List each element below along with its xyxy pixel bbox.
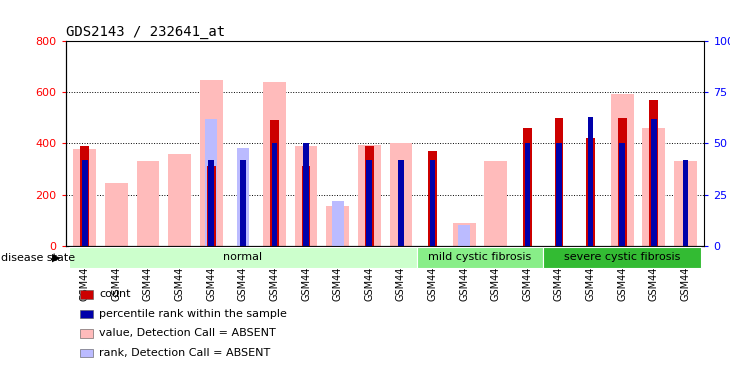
Bar [207,166,215,246]
Bar [390,144,412,246]
Bar [650,100,658,246]
Text: GDS2143 / 232641_at: GDS2143 / 232641_at [66,25,225,39]
Bar [365,146,374,246]
Text: rank, Detection Call = ABSENT: rank, Detection Call = ABSENT [99,348,271,358]
Bar [453,223,475,246]
Bar [331,201,344,246]
Bar [69,247,417,268]
Bar [683,160,688,246]
Bar [523,128,531,246]
Bar [73,148,96,246]
Bar [82,160,88,246]
Bar [326,206,349,246]
Bar [358,145,380,246]
Bar [588,117,593,246]
Bar [240,160,245,246]
Text: value, Detection Call = ABSENT: value, Detection Call = ABSENT [99,328,276,338]
Bar [237,147,249,246]
Bar [618,118,626,246]
Bar [208,160,214,246]
Text: percentile rank within the sample: percentile rank within the sample [99,309,287,319]
Bar [295,146,318,246]
Bar [525,144,530,246]
Bar [301,166,310,246]
Bar [417,247,543,268]
Bar [272,144,277,246]
Bar [651,119,657,246]
Bar [556,144,562,246]
Bar [619,144,625,246]
Bar [642,128,665,246]
Bar [458,225,470,246]
Bar [80,146,89,246]
Bar [205,119,217,246]
Bar [430,160,435,246]
Text: normal: normal [223,252,262,262]
Bar [543,247,702,268]
Text: severe cystic fibrosis: severe cystic fibrosis [564,252,680,262]
Bar [137,161,159,246]
Bar [168,154,191,246]
Bar [303,144,309,246]
Bar [586,138,595,246]
Text: count: count [99,290,131,299]
Bar [105,183,128,246]
Bar [200,80,223,246]
Bar [270,120,279,246]
Bar [263,82,285,246]
Bar [555,118,564,246]
Text: disease state: disease state [1,253,75,262]
Bar [485,161,507,246]
Bar [366,160,372,246]
Bar [398,160,404,246]
Bar [611,94,634,246]
Bar [674,161,697,246]
Bar [428,151,437,246]
Text: mild cystic fibrosis: mild cystic fibrosis [429,252,531,262]
Text: ▶: ▶ [52,253,61,262]
